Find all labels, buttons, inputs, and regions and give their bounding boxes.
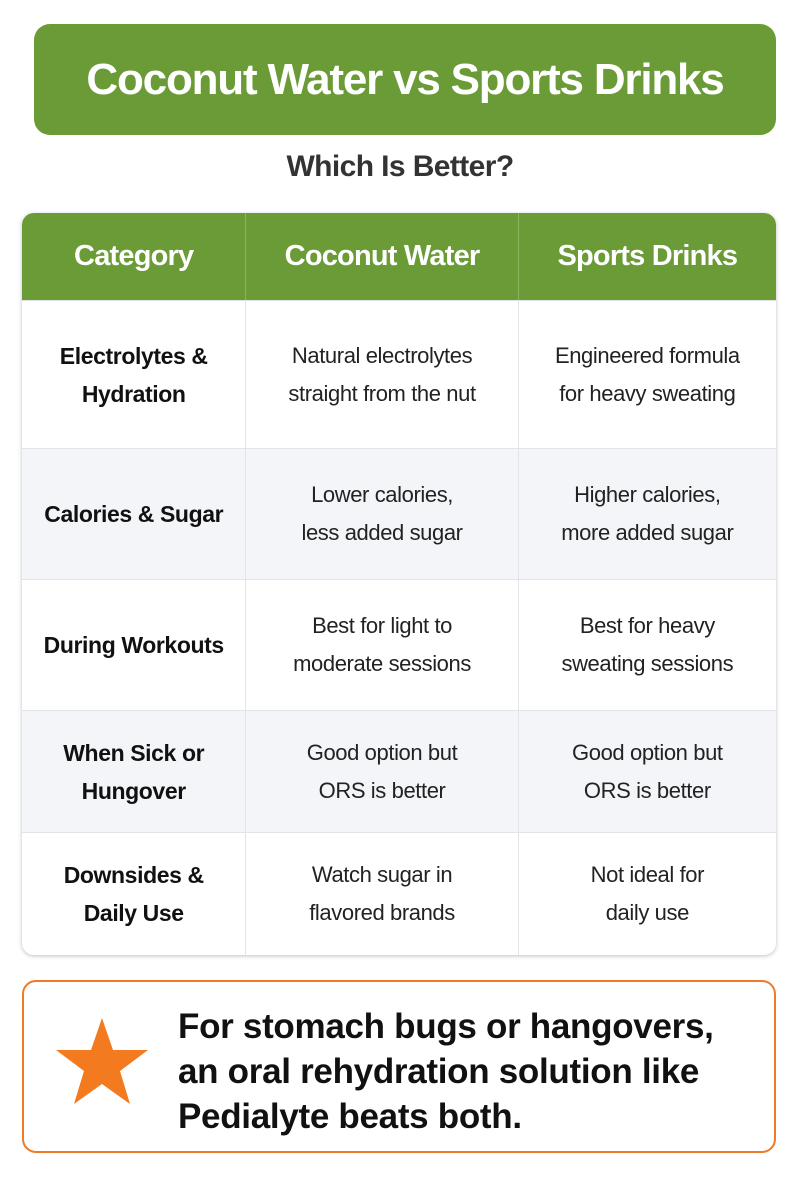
star-icon: [56, 1018, 148, 1104]
table-cell: Downsides & Daily Use: [22, 833, 245, 955]
cell-line: Good option but: [572, 739, 723, 765]
cell-line: more added sugar: [561, 520, 734, 545]
cell-line: flavored brands: [309, 900, 455, 925]
cell-line: straight from the nut: [288, 380, 476, 406]
table-cell: Good option but ORS is better: [517, 711, 776, 832]
cell-line: Electrolytes &: [59, 342, 208, 369]
cell-line: During Workouts: [43, 632, 225, 658]
cell-line: Natural electrolytes: [291, 342, 473, 368]
callout-line: an oral rehydration solution like: [178, 1052, 700, 1091]
table-row: Downsides & Daily Use Watch sugar in flavor…: [22, 832, 776, 955]
cell-line: When Sick or: [63, 739, 205, 766]
table-cell: Higher calories, more added sugar: [517, 449, 776, 579]
cell-line: Calories & Sugar: [44, 501, 224, 527]
cell-line: Downsides &: [63, 862, 204, 888]
title: Coconut Water vs Sports Drinks: [86, 54, 724, 104]
cell-line: Daily Use: [83, 900, 184, 926]
cell-line: Hydration: [81, 380, 186, 407]
cell-line: Hungover: [81, 777, 187, 804]
cell-line: for heavy sweating: [559, 380, 736, 406]
cell-line: Best for light to: [312, 613, 453, 638]
callout: For stomach bugs or hangovers, an oral re…: [22, 980, 776, 1153]
table-row: Calories & Sugar Lower calories, less adde…: [22, 448, 776, 579]
table-cell: Electrolytes & Hydration: [22, 301, 245, 448]
column-header: Sports Drinks: [517, 213, 776, 300]
cell-line: Good option but: [306, 739, 458, 765]
cell-line: sweating sessions: [561, 651, 734, 676]
table-cell: Calories & Sugar: [22, 449, 245, 579]
cell-line: Lower calories,: [311, 482, 454, 507]
table-cell: Not ideal for daily use: [517, 833, 776, 955]
cell-line: Best for heavy: [579, 613, 715, 638]
callout-text: For stomach bugs or hangovers, an oral re…: [178, 1004, 714, 1139]
cell-line: Higher calories,: [574, 482, 721, 507]
column-header: Coconut Water: [245, 213, 517, 300]
table-cell: Lower calories, less added sugar: [245, 449, 517, 579]
subtitle: Which Is Better?: [286, 150, 514, 183]
table-cell: Natural electrolytes straight from the nu…: [245, 301, 517, 448]
column-header: Category: [74, 240, 194, 272]
cell-line: daily use: [605, 900, 690, 925]
table-row: When Sick or Hungover Good option but ORS i…: [22, 710, 776, 832]
cell-line: Not ideal for: [590, 862, 705, 887]
table-cell: Best for heavy sweating sessions: [517, 580, 776, 710]
cell-line: ORS is better: [318, 777, 446, 803]
comparison-table: Category Coconut Water Sports Drinks Electr…: [22, 213, 776, 955]
header-row: Category Coconut Water Sports Drinks: [22, 213, 776, 300]
table-cell: Engineered formula for heavy sweating: [517, 301, 776, 448]
table-cell: During Workouts: [22, 580, 245, 710]
callout-line: For stomach bugs or hangovers,: [178, 1007, 714, 1046]
table-cell: Good option but ORS is better: [245, 711, 517, 832]
table-row: During Workouts Best for light to moderate…: [22, 579, 776, 710]
table-cell: When Sick or Hungover: [22, 711, 245, 832]
cell-line: moderate sessions: [293, 651, 471, 676]
cell-line: ORS is better: [583, 777, 711, 803]
cell-line: less added sugar: [301, 520, 463, 545]
cell-line: Engineered formula: [554, 342, 740, 368]
table-row: Electrolytes & Hydration Natural electroly…: [22, 300, 776, 448]
table-cell: Watch sugar in flavored brands: [245, 833, 517, 955]
cell-line: Watch sugar in: [311, 862, 453, 887]
title-banner: Coconut Water vs Sports Drinks: [34, 24, 776, 135]
callout-line: Pedialyte beats both.: [178, 1097, 522, 1136]
table-cell: Best for light to moderate sessions: [245, 580, 517, 710]
